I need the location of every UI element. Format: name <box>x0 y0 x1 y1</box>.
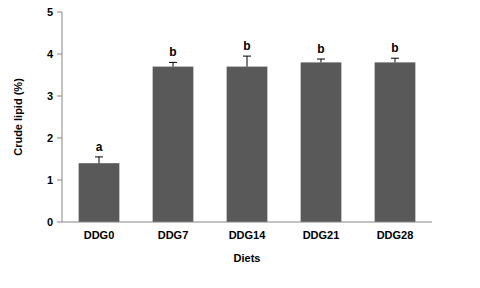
bar <box>153 67 194 222</box>
y-tick-label: 3 <box>47 90 53 102</box>
significance-letter: b <box>391 41 398 55</box>
significance-letter: b <box>243 39 250 53</box>
error-bar <box>169 62 177 66</box>
significance-letter: b <box>169 45 176 59</box>
bars <box>79 56 416 222</box>
x-axis-label: Diets <box>234 252 261 264</box>
y-tick-label: 2 <box>47 132 53 144</box>
error-bar <box>391 58 399 62</box>
y-tick <box>57 222 62 223</box>
y-tick-label: 5 <box>47 6 53 18</box>
bar <box>375 62 416 222</box>
x-tick-label: DDG14 <box>229 229 267 241</box>
significance-letter: b <box>317 42 324 56</box>
bar <box>301 62 342 222</box>
y-axis <box>62 12 63 222</box>
x-tick-label: DDG21 <box>303 229 340 241</box>
chart: a b b b b 0 1 2 3 4 5 DDG0 DDG7 DDG14 DDG21 DDG28 Diets C… <box>0 0 480 288</box>
y-tick-label: 0 <box>47 216 53 228</box>
bar <box>79 163 120 222</box>
y-tick-label: 4 <box>47 48 54 60</box>
x-axis <box>62 222 432 223</box>
y-tick <box>57 180 62 181</box>
y-axis-label: Crude lipid (%) <box>12 78 24 156</box>
x-tick-label: DDG0 <box>84 229 115 241</box>
significance-letter: a <box>96 140 103 154</box>
y-tick <box>57 12 62 13</box>
y-tick <box>57 138 62 139</box>
x-tick-label: DDG7 <box>158 229 189 241</box>
error-bar <box>95 157 103 163</box>
error-bar <box>243 56 251 67</box>
y-tick <box>57 96 62 97</box>
y-tick <box>57 54 62 55</box>
x-tick-label: DDG28 <box>377 229 414 241</box>
error-bar <box>317 59 325 62</box>
bar <box>227 67 268 222</box>
y-tick-label: 1 <box>47 174 53 186</box>
